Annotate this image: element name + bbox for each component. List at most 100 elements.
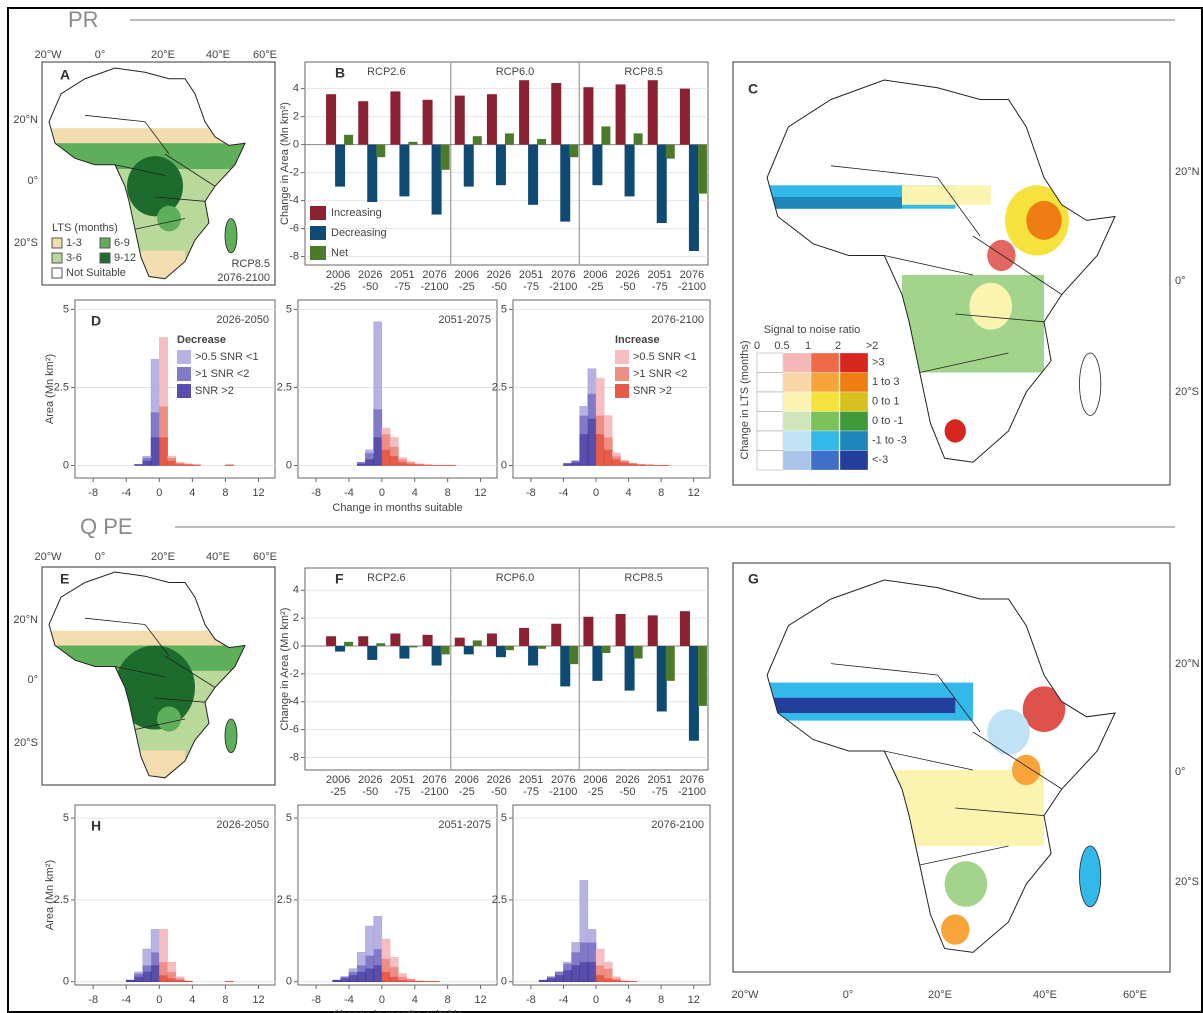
plot-frame xyxy=(304,567,709,771)
map-border xyxy=(134,718,186,730)
y-axis-label: Area (Mn km²) xyxy=(44,354,56,424)
map-axis-label: 20°N xyxy=(1175,166,1200,178)
bar xyxy=(472,640,482,647)
map-axis-label: 0° xyxy=(1175,275,1186,287)
histogram-bar xyxy=(546,978,556,982)
panel-letter: F xyxy=(335,571,344,587)
x-tick-label: 0 xyxy=(379,994,385,1006)
histogram-bar xyxy=(340,978,350,982)
legend-swatch xyxy=(177,367,191,381)
map-region xyxy=(1012,754,1041,786)
histogram-bar xyxy=(414,463,424,465)
group-label: RCP2.6 xyxy=(367,66,406,78)
map-border xyxy=(955,313,1045,323)
x-tick-label: 2051 -75 xyxy=(390,269,414,293)
plot-frame xyxy=(512,804,711,986)
bar xyxy=(560,646,571,687)
bar xyxy=(335,144,346,187)
map-border xyxy=(154,196,206,202)
histogram-bar xyxy=(348,971,358,976)
legend-label: >1 SNR <2 xyxy=(195,368,249,380)
map-border xyxy=(164,153,216,187)
legend-label: Decreasing xyxy=(331,227,387,239)
bar xyxy=(592,646,603,681)
x-tick-label: 2051 -75 xyxy=(648,774,672,798)
legend-swatch xyxy=(615,367,629,381)
bar xyxy=(504,133,514,145)
bar xyxy=(697,646,707,706)
plot-frame xyxy=(512,299,711,479)
bar xyxy=(679,611,690,647)
x-tick-label: -8 xyxy=(88,487,98,499)
legend-label: SNR >2 xyxy=(195,385,234,397)
x-tick-label: 2006 -25 xyxy=(583,269,607,293)
histogram-bar xyxy=(167,961,177,973)
bar xyxy=(390,91,401,145)
bar xyxy=(528,646,539,666)
histogram-bar xyxy=(381,938,391,960)
bar xyxy=(537,139,547,145)
bar xyxy=(519,80,530,145)
snr-legend-col: 2 xyxy=(835,340,841,352)
y-tick-label: 5 xyxy=(63,812,69,824)
x-tick-label: -4 xyxy=(559,994,569,1006)
bar xyxy=(656,646,667,712)
histogram-bar xyxy=(175,462,185,464)
bar xyxy=(408,646,418,648)
bar xyxy=(624,144,635,197)
histogram-bar xyxy=(595,377,605,416)
panel-letter: A xyxy=(60,67,70,83)
bar xyxy=(537,646,547,649)
bar xyxy=(390,633,401,647)
map-border xyxy=(144,121,170,155)
bar xyxy=(358,101,369,145)
bar xyxy=(358,636,369,647)
bar xyxy=(569,144,579,158)
legend-label: 9-12 xyxy=(114,252,136,264)
bar xyxy=(647,615,658,647)
snr-legend-cell xyxy=(810,372,840,393)
map-region xyxy=(157,205,181,232)
y-tick-label: 0 xyxy=(286,976,292,988)
histogram-bar xyxy=(422,464,432,466)
histogram-bar xyxy=(381,427,391,435)
madagascar xyxy=(1079,352,1102,416)
x-tick-label: 2076 -2100 xyxy=(549,774,577,798)
histogram-bar xyxy=(579,961,589,982)
map-axis-label: 40°E xyxy=(206,551,230,563)
map-border xyxy=(164,655,216,688)
histogram-bar xyxy=(571,965,581,982)
histogram-bar xyxy=(579,434,589,466)
y-tick-label: -8 xyxy=(289,751,299,763)
y-axis-label: Change in Area (Mn km²) xyxy=(279,608,291,731)
x-tick-label: 12 xyxy=(688,994,700,1006)
x-tick-label: 0 xyxy=(593,994,599,1006)
snr-legend-cell xyxy=(756,450,784,471)
histogram-bar xyxy=(612,455,621,460)
snr-legend-cell xyxy=(839,352,869,373)
legend-label: SNR >2 xyxy=(633,385,672,397)
y-tick-label: 2 xyxy=(293,612,299,624)
legend-label: >1 SNR <2 xyxy=(633,368,687,380)
map-border xyxy=(134,218,186,230)
group-label: RCP8.5 xyxy=(624,572,663,584)
bar xyxy=(463,646,474,655)
histogram-bar xyxy=(571,460,581,463)
y-tick-label: 2.5 xyxy=(277,381,292,393)
x-tick-label: 8 xyxy=(445,994,451,1006)
bar xyxy=(431,646,442,666)
map-layer xyxy=(767,165,1069,443)
map-region xyxy=(1026,200,1062,240)
histogram-bar xyxy=(167,457,177,462)
madagascar xyxy=(224,218,238,254)
snr-legend-cell xyxy=(839,372,869,393)
histogram-bar xyxy=(142,457,152,462)
x-tick-label: -8 xyxy=(526,487,536,499)
histogram-bar xyxy=(579,405,589,416)
snr-legend-cell xyxy=(839,391,869,412)
histogram-bar xyxy=(555,971,564,976)
histogram-bar xyxy=(563,961,572,964)
legend-label: Increasing xyxy=(331,207,382,219)
histogram-bar xyxy=(538,979,548,982)
legend-swatch xyxy=(310,246,326,260)
